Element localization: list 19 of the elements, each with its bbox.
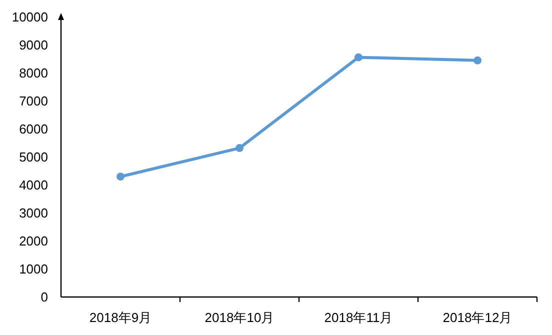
y-tick-label: 2000 xyxy=(19,234,48,248)
y-tick-label: 8000 xyxy=(19,66,48,80)
y-tick-label: 6000 xyxy=(19,122,48,136)
point xyxy=(354,53,362,62)
x-tick-label: 2018年11月 xyxy=(324,310,393,325)
y-tick-label: 3000 xyxy=(19,206,48,220)
y-tick-label: 7000 xyxy=(19,94,48,108)
point xyxy=(474,56,482,64)
x-tick-label: 2018年12月 xyxy=(442,310,512,325)
y-tick-label: 10000 xyxy=(12,10,48,24)
x-tick-label: 2018年9月 xyxy=(89,310,152,325)
y-tick-label: 4000 xyxy=(19,178,48,192)
point xyxy=(116,172,124,181)
y-tick-label: 1000 xyxy=(19,262,48,276)
y-tick-label: 5000 xyxy=(19,150,48,164)
point xyxy=(236,144,244,152)
y-tick-label: 0 xyxy=(40,290,48,304)
x-tick-label: 2018年10月 xyxy=(204,310,274,325)
y-tick-label: 9000 xyxy=(19,38,48,52)
